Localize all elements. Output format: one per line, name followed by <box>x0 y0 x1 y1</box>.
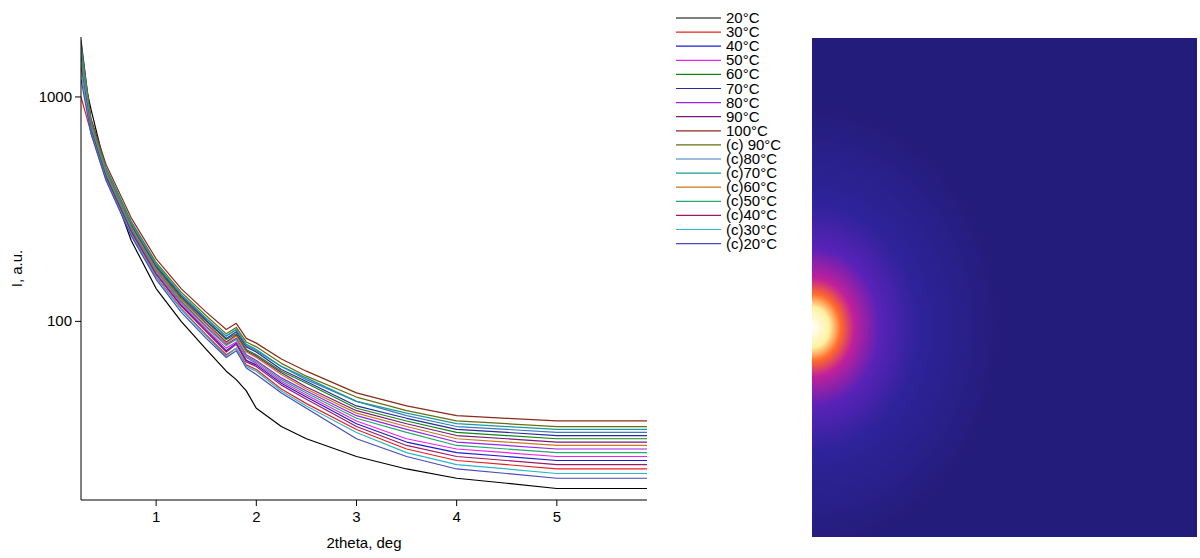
legend-swatch <box>676 243 721 244</box>
x-tick <box>356 500 357 506</box>
series-line <box>81 57 647 456</box>
legend-swatch <box>676 144 721 145</box>
chart: 1234510010002theta, degI, a.u.20°C30°C40… <box>0 0 1200 558</box>
detector-image <box>812 38 1197 537</box>
series-line <box>81 51 647 449</box>
x-tick <box>456 500 457 506</box>
series-line <box>81 54 647 438</box>
x-tick-label: 2 <box>252 508 260 525</box>
legend-swatch <box>676 116 721 117</box>
series-group <box>81 40 647 489</box>
series-line <box>81 51 647 432</box>
legend-swatch <box>676 158 721 159</box>
x-tick-label: 5 <box>553 508 561 525</box>
y-tick-label: 100 <box>47 312 72 329</box>
y-tick <box>75 96 81 97</box>
x-tick <box>256 500 257 506</box>
x-axis-line <box>81 500 647 501</box>
detector-image-bg <box>812 38 1197 537</box>
legend-swatch <box>676 17 721 18</box>
x-tick-label: 1 <box>152 508 160 525</box>
legend-swatch <box>676 46 721 47</box>
y-tick <box>75 321 81 322</box>
series-line <box>81 45 647 460</box>
y-axis-line <box>81 37 82 500</box>
series-line <box>81 40 647 436</box>
series-line <box>81 48 647 429</box>
series-line <box>81 57 647 442</box>
y-tick-label: 1000 <box>39 88 72 105</box>
series-line <box>81 42 647 421</box>
series-line <box>81 68 647 465</box>
x-tick-label: 3 <box>352 508 360 525</box>
series-line <box>81 71 647 473</box>
x-axis-title: 2theta, deg <box>326 534 401 551</box>
legend-label: (c)20°C <box>726 235 777 252</box>
legend-swatch <box>676 229 721 230</box>
x-tick <box>156 500 157 506</box>
legend-swatch <box>676 187 721 188</box>
legend-swatch <box>676 88 721 89</box>
legend-swatch <box>676 31 721 32</box>
legend-swatch <box>676 173 721 174</box>
legend-swatch <box>676 130 721 131</box>
x-tick-label: 4 <box>452 508 460 525</box>
legend-swatch <box>676 201 721 202</box>
legend-swatch <box>676 215 721 216</box>
series-line <box>81 79 647 478</box>
y-axis-title: I, a.u. <box>8 250 25 288</box>
x-tick <box>556 500 557 506</box>
legend-swatch <box>676 102 721 103</box>
legend-swatch <box>676 74 721 75</box>
legend-swatch <box>676 60 721 61</box>
series-line <box>81 64 647 453</box>
series-line <box>81 45 647 426</box>
series-line <box>81 61 647 446</box>
